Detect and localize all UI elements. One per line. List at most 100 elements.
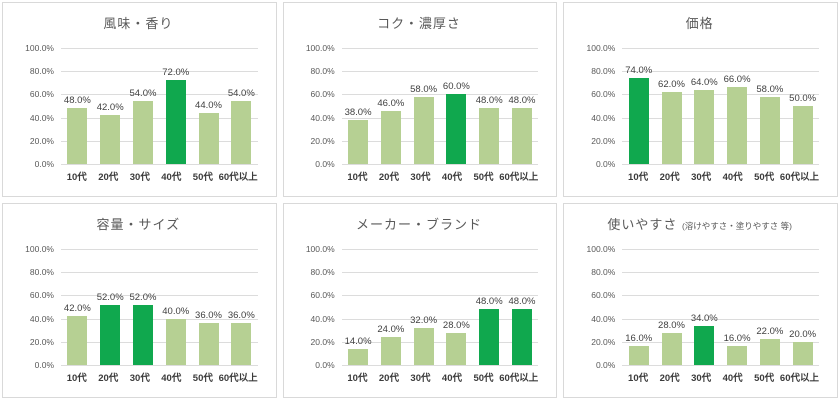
plot-area: 100.0% 80.0% 60.0% 40.0% 20.0% 0.0% 42.0% 52.0%…: [25, 244, 258, 370]
gridline: [341, 94, 539, 96]
bar: [413, 327, 434, 365]
x-axis-label: 40代: [441, 172, 462, 183]
bar: [479, 309, 500, 365]
bars-layer: 42.0% 52.0% 52.0% 40.0% 36.0% 36.0%: [61, 249, 258, 365]
bar-group: 42.0%: [61, 249, 94, 365]
bars-row: 74.0% 62.0% 64.0% 66.0% 58.0% 50.0%: [622, 48, 819, 164]
plot-area: 100.0% 80.0% 60.0% 40.0% 20.0% 0.0% 48.0% 42.0%…: [25, 43, 258, 169]
y-tick-label: 20.0%: [29, 135, 54, 146]
y-tick-label: 20.0%: [310, 336, 335, 347]
chart-panel: 容量・サイズ 100.0% 80.0% 60.0% 40.0% 20.0% 0.0% 42.0…: [2, 203, 277, 398]
x-axis-label: 10代: [628, 172, 649, 183]
y-tick-label: 80.0%: [29, 66, 54, 77]
x-axis-label: 20代: [659, 373, 680, 384]
bar-value-label: 48.0%: [475, 296, 503, 308]
x-axis: 10代 20代 30代 40代 50代 60代以上: [622, 169, 819, 183]
chart-title-row: コク・濃厚さ: [292, 13, 547, 32]
gridline: [341, 272, 539, 274]
bar-group: 20.0%: [786, 249, 819, 365]
x-axis-label: 10代: [347, 373, 368, 384]
x-axis-label: 10代: [628, 373, 649, 384]
gridline: [341, 341, 539, 343]
gridline: [622, 140, 819, 142]
chart-subtitle: (溶けやすさ・塗りやすさ 等): [681, 221, 792, 231]
bar-group: 64.0%: [688, 48, 721, 164]
y-tick-label: 20.0%: [591, 135, 616, 146]
chart-title: 風味・香り: [103, 16, 174, 31]
bar-value-label: 16.0%: [625, 333, 653, 345]
y-tick-label: 60.0%: [591, 290, 616, 301]
bar-value-label: 48.0%: [63, 95, 91, 107]
bar-value-label: 22.0%: [756, 326, 784, 338]
y-tick-label: 80.0%: [591, 66, 616, 77]
bar: [100, 115, 121, 164]
x-axis-label: 60代以上: [499, 172, 539, 183]
y-tick-label: 0.0%: [34, 360, 54, 370]
x-axis-label: 30代: [410, 172, 431, 183]
bar-value-label: 48.0%: [508, 296, 536, 308]
bar-value-label: 24.0%: [377, 324, 405, 336]
y-tick-label: 100.0%: [586, 43, 616, 53]
gridline: [61, 140, 258, 142]
bars-row: 16.0% 28.0% 34.0% 16.0% 22.0% 20.0%: [622, 249, 819, 365]
gridline: [622, 365, 819, 366]
bar-group: 58.0%: [753, 48, 786, 164]
x-axis: 10代 20代 30代 40代 50代 60代以上: [342, 169, 539, 183]
gridline: [61, 117, 258, 119]
gridline: [622, 71, 819, 73]
y-tick-label: 80.0%: [591, 267, 616, 278]
y-tick-label: 20.0%: [591, 336, 616, 347]
chart-title-row: 価格: [572, 13, 827, 32]
bar-group: 22.0%: [753, 249, 786, 365]
gridline: [341, 365, 539, 366]
chart-title-row: 風味・香り: [11, 13, 266, 32]
y-tick-label: 20.0%: [310, 135, 335, 146]
gridline: [622, 117, 819, 119]
y-tick-label: 60.0%: [29, 89, 54, 100]
x-axis-label: 20代: [98, 172, 119, 183]
y-tick-label: 40.0%: [29, 112, 54, 123]
bar-group: 42.0%: [94, 48, 127, 164]
chart-title: 使いやすさ: [607, 217, 678, 232]
gridline: [341, 295, 539, 297]
y-tick-label: 0.0%: [595, 360, 616, 370]
gridline: [622, 272, 819, 274]
chart-panel: 風味・香り 100.0% 80.0% 60.0% 40.0% 20.0% 0.0% 48.0%…: [2, 2, 277, 197]
x-axis-label: 30代: [129, 172, 150, 183]
bar: [198, 323, 219, 365]
x-axis-label: 50代: [473, 172, 494, 183]
bar: [165, 318, 186, 365]
bar: [792, 341, 813, 365]
chart-title: コク・濃厚さ: [377, 16, 461, 31]
bars-layer: 14.0% 24.0% 32.0% 28.0% 48.0% 48.0%: [342, 249, 539, 365]
x-axis-label: 60代以上: [218, 172, 258, 183]
bar: [348, 348, 369, 365]
bar-group: 40.0%: [159, 249, 192, 365]
bar: [759, 96, 780, 164]
bar-group: 24.0%: [374, 249, 407, 365]
y-tick-label: 40.0%: [310, 313, 335, 324]
bar-value-label: 38.0%: [344, 106, 372, 118]
bar: [100, 304, 121, 365]
gridline: [341, 48, 539, 49]
bar: [628, 78, 649, 164]
y-tick-label: 60.0%: [310, 290, 335, 301]
bars-layer: 16.0% 28.0% 34.0% 16.0% 22.0% 20.0%: [622, 249, 819, 365]
y-tick-label: 60.0%: [591, 89, 616, 100]
y-tick-label: 40.0%: [310, 112, 335, 123]
x-axis-label: 50代: [754, 172, 775, 183]
bar: [727, 87, 748, 164]
bar-group: 44.0%: [192, 48, 225, 164]
bar-group: 14.0%: [342, 249, 375, 365]
bar-group: 58.0%: [407, 48, 440, 164]
x-axis-label: 40代: [722, 373, 743, 384]
x-axis-label: 60代以上: [779, 172, 819, 183]
x-axis-label: 30代: [691, 373, 712, 384]
y-tick-label: 0.0%: [34, 159, 54, 169]
bar: [413, 96, 434, 164]
y-tick-label: 60.0%: [310, 89, 335, 100]
x-axis-label: 50代: [192, 172, 213, 183]
bar: [132, 304, 153, 365]
bar-group: 28.0%: [655, 249, 688, 365]
x-axis-label: 40代: [161, 172, 182, 183]
